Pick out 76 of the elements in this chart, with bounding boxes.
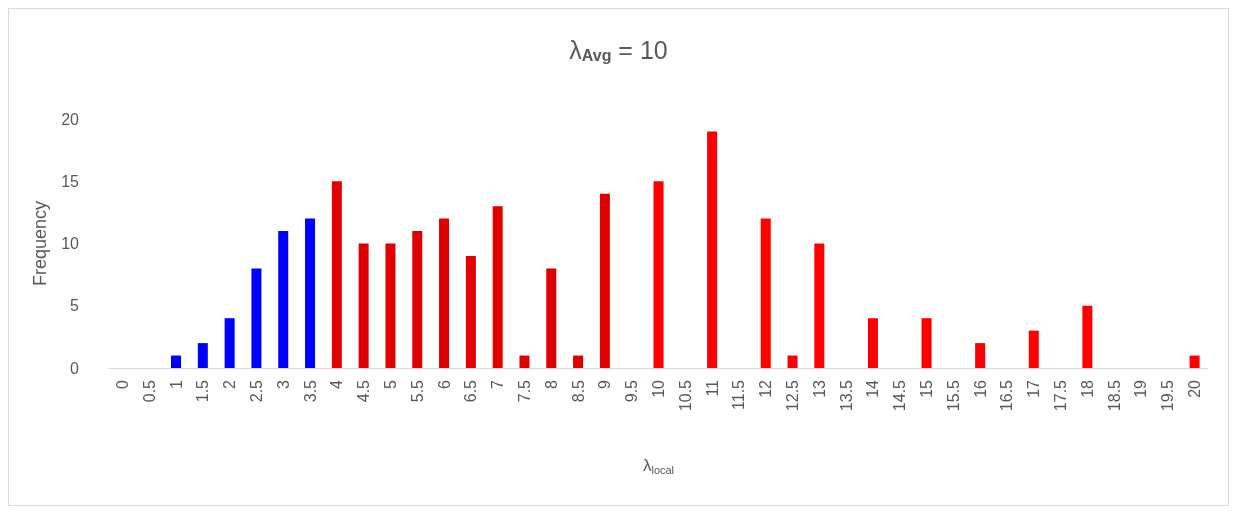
x-tick-label: 12.5 (784, 379, 802, 412)
bar (814, 243, 825, 368)
x-tick-label: 4.5 (355, 379, 373, 403)
x-tick-label: 19 (1132, 379, 1150, 398)
x-tick-label: 6 (435, 379, 453, 389)
y-tick-label: 10 (61, 235, 80, 252)
bar (251, 268, 262, 368)
bar (385, 243, 396, 368)
x-tick-label: 4 (328, 379, 346, 389)
x-tick-label: 0 (113, 379, 131, 389)
x-tick-label: 2.5 (247, 379, 265, 403)
bar (599, 193, 610, 368)
bar (546, 268, 557, 368)
x-tick-label: 12 (757, 379, 775, 398)
x-tick-label: 11.5 (730, 379, 748, 410)
x-tick-label: 5 (381, 379, 399, 389)
bar (760, 218, 771, 368)
x-tick-label: 3.5 (301, 379, 319, 403)
bar (492, 206, 503, 368)
y-tick-label: 0 (70, 359, 80, 377)
bar (975, 343, 986, 368)
y-tick-label: 5 (70, 297, 80, 315)
x-tick-label: 15.5 (944, 379, 962, 412)
x-tick-label: 8.5 (569, 379, 587, 403)
x-tick-label: 13 (810, 379, 828, 398)
bar (278, 231, 289, 368)
bar (465, 255, 476, 368)
x-tick-label: 0.5 (140, 379, 158, 403)
bar (439, 218, 450, 368)
bar (867, 318, 878, 368)
x-tick-label: 17 (1025, 379, 1043, 398)
bar (224, 318, 235, 368)
bar (358, 243, 369, 368)
x-tick-label: 14 (864, 379, 882, 398)
y-tick-label: 15 (61, 172, 80, 190)
x-tick-label: 7.5 (515, 379, 533, 403)
bar (412, 231, 423, 368)
y-axis-title: Frequency (30, 200, 50, 287)
bar (331, 181, 342, 368)
bar (1082, 305, 1093, 368)
bar (653, 181, 664, 368)
x-tick-label: 20 (1186, 379, 1204, 398)
x-tick-label: 5.5 (408, 379, 426, 403)
bar (519, 355, 530, 368)
x-tick-label: 2 (221, 379, 239, 389)
x-tick-label: 6.5 (462, 379, 480, 403)
bar (171, 355, 182, 368)
x-tick-label: 16 (971, 379, 989, 398)
x-tick-label: 10 (650, 379, 667, 398)
x-tick-label: 13.5 (837, 379, 855, 412)
x-tick-label: 8 (542, 379, 560, 389)
x-tick-label: 14.5 (891, 379, 909, 412)
x-tick-label: 1.5 (194, 379, 212, 403)
x-tick-label: 7 (489, 379, 507, 389)
bar (921, 318, 932, 368)
bar (197, 343, 208, 368)
bar (305, 218, 316, 368)
x-tick-label: 18.5 (1105, 379, 1123, 412)
x-tick-label: 15 (918, 379, 936, 398)
bar (573, 355, 584, 368)
bar (1189, 355, 1200, 368)
x-tick-label: 19.5 (1159, 379, 1177, 412)
x-tick-label: 3 (274, 379, 292, 389)
y-tick-label: 20 (61, 110, 80, 128)
x-tick-label: 9 (596, 379, 614, 389)
x-tick-label: 9.5 (623, 379, 641, 403)
x-tick-label: 17.5 (1052, 379, 1070, 412)
x-tick-label: 18 (1078, 379, 1096, 398)
x-tick-label: 10.5 (676, 379, 694, 412)
bar (707, 131, 718, 368)
x-tick-label: 16.5 (998, 379, 1016, 412)
x-tick-label: 1 (167, 379, 185, 389)
bar (1028, 330, 1039, 368)
bar (787, 355, 798, 368)
x-tick-label: 11 (703, 379, 721, 397)
chart-title: λAvg = 10 (569, 35, 668, 64)
